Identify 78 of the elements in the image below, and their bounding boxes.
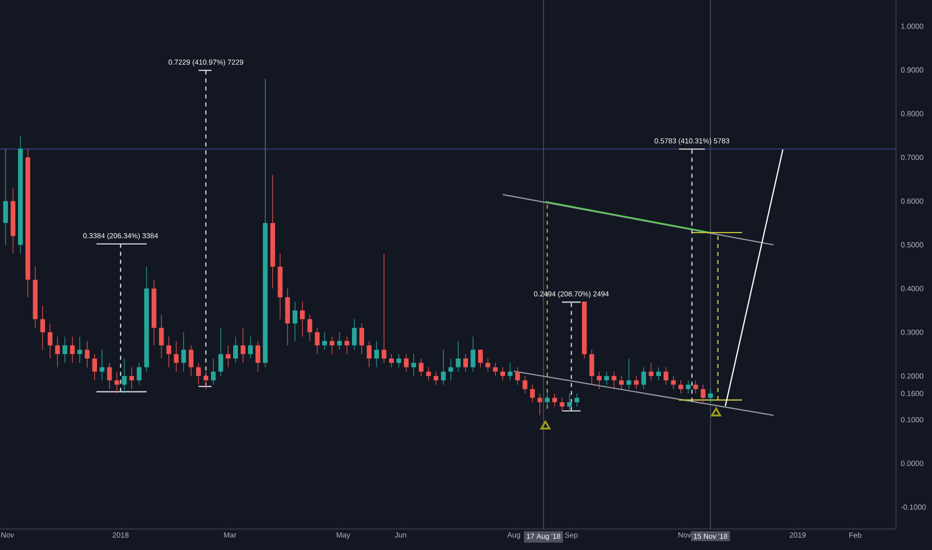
candlestick [70,336,75,364]
candlestick [352,318,357,350]
candlestick [314,328,320,354]
candlestick [448,358,454,381]
candlestick [218,328,224,376]
candlestick [100,349,104,381]
candlestick [426,366,431,381]
candlestick [574,393,580,407]
candlestick [686,380,691,394]
candlestick [508,362,513,381]
candlestick [174,340,179,372]
candlestick [382,253,386,364]
candlestick [129,366,134,390]
candlestick [307,314,312,342]
candlestick [708,388,713,403]
candlestick [486,358,490,372]
candlestick [40,306,46,350]
candlestick [434,371,438,386]
candlestick [92,354,97,381]
candlestick [389,354,394,368]
candlestick [463,354,468,372]
candlestick [3,148,8,246]
candlestick [522,376,528,394]
candlestick [233,336,238,364]
candlestick [188,345,194,376]
candlestick [226,345,231,368]
candlestick [589,349,594,386]
candlestick [62,336,68,364]
candlestick [456,340,461,372]
candlestick [240,328,246,364]
candlestick [500,366,506,381]
candlestick [396,354,402,368]
candlestick [359,323,364,354]
candlestick [612,371,616,390]
candlestick [322,332,328,350]
candlestick [159,314,164,359]
candlestick [300,301,305,337]
candlestick [648,362,654,381]
candlestick [664,366,668,386]
candlestick [478,349,483,368]
candlestick [530,384,535,403]
candlestick [107,362,112,390]
candlestick [344,336,350,354]
candlestick [418,358,424,376]
candlestick [560,398,564,412]
candlestick [248,336,253,359]
candlestick [678,380,684,394]
candlestick [122,358,127,394]
candlestick [693,380,698,394]
candlestick [255,340,260,372]
candlestick [492,362,498,376]
candlestick [470,336,476,372]
candlestick [166,336,172,368]
candlestick [596,371,602,390]
candlestick [440,349,446,386]
candlestick [84,340,90,368]
candlestick [604,371,609,386]
candlestick [700,384,706,403]
candlestick [136,362,142,386]
candlestick [196,362,201,386]
candlestick [330,336,334,354]
candlestick [77,336,82,364]
candlestick [567,393,572,412]
candlestick [374,340,379,368]
candlestick [181,332,186,372]
candlestick [619,376,624,390]
candlestick [404,354,409,372]
candlestick [656,366,661,381]
candlestick [641,366,646,390]
candlestick [337,332,342,350]
candlestick [366,340,372,368]
candlestick [55,336,60,368]
candlestick [671,376,676,390]
candlestick [515,366,520,386]
candlestick [292,301,298,342]
candlestick [48,323,52,359]
candlestick [204,371,208,390]
candlestick [210,358,216,386]
